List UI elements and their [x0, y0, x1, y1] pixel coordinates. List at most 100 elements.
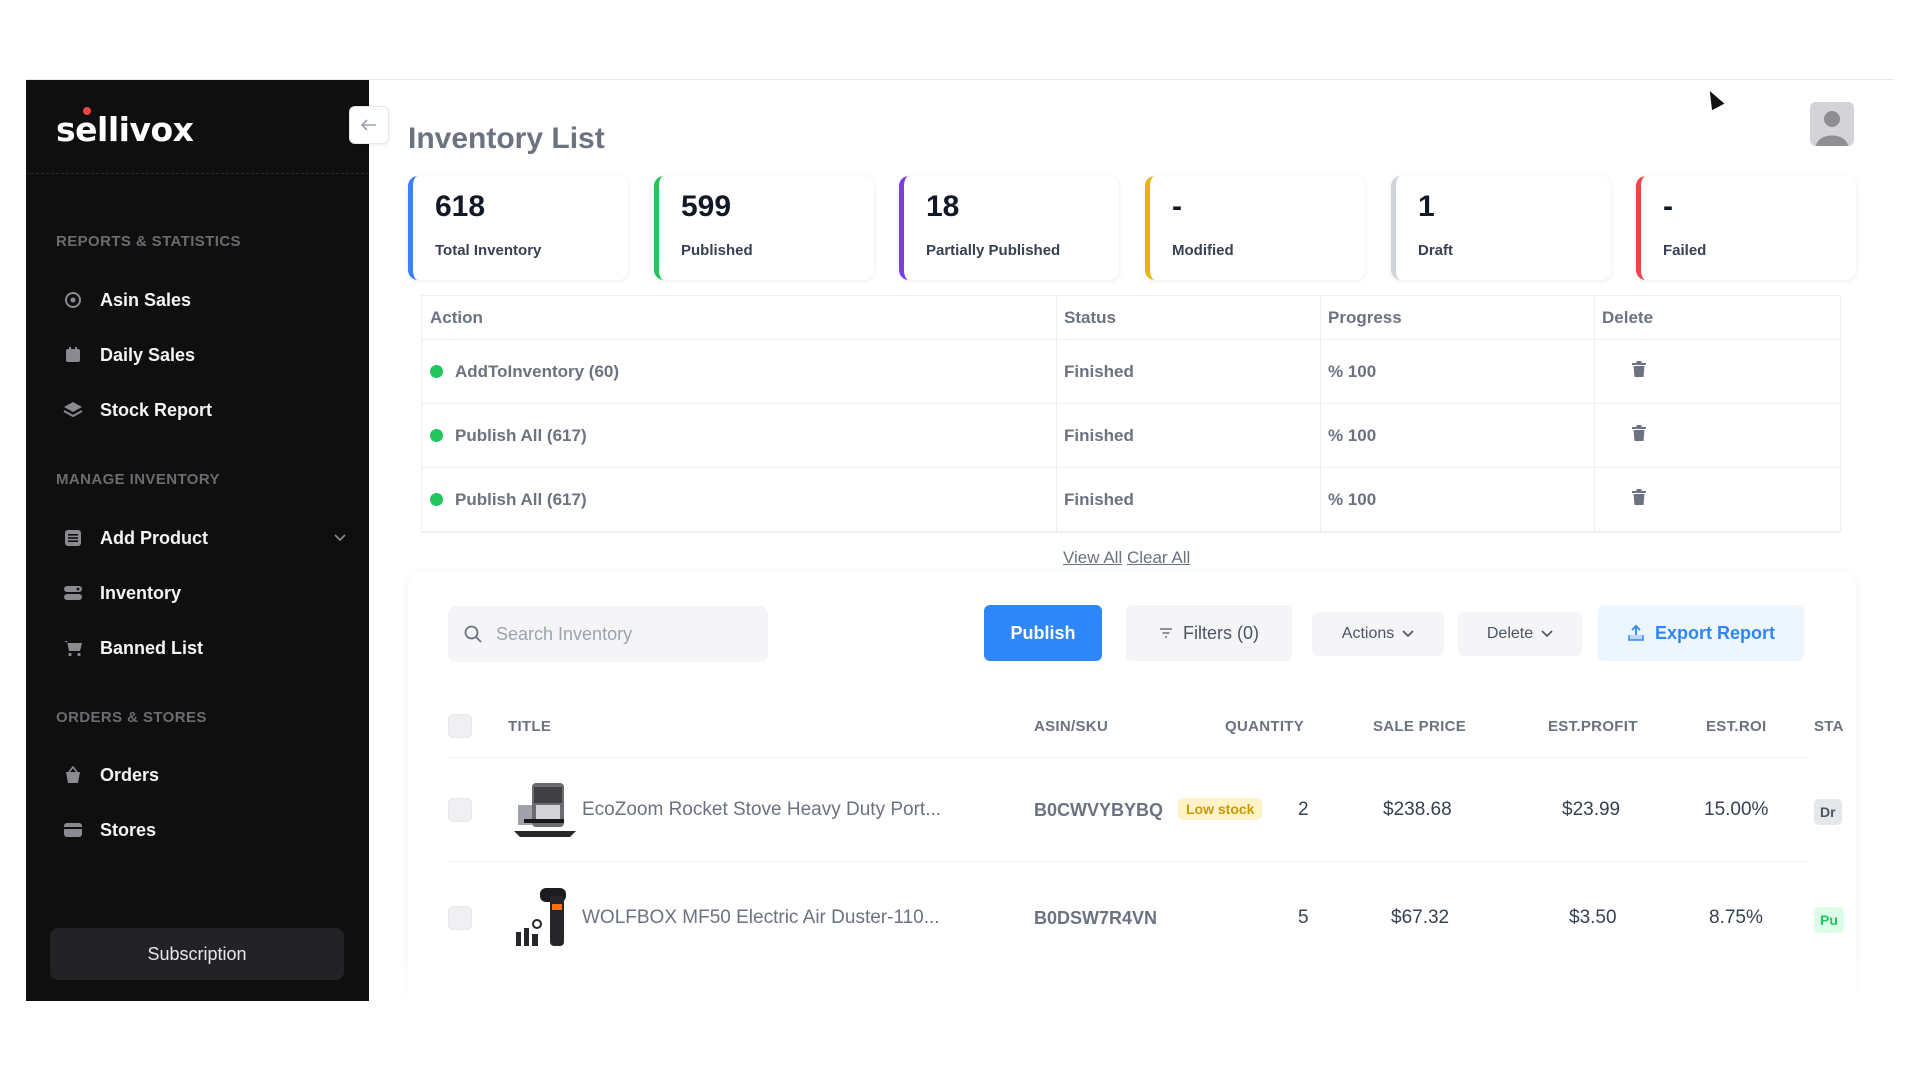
column-header-status[interactable]: STA: [1814, 718, 1844, 735]
sidebar-item-label: Banned List: [100, 637, 204, 658]
column-header-status: Status: [1064, 307, 1116, 327]
stat-card-published[interactable]: 599 Published: [654, 176, 874, 280]
product-sale-price: $67.32: [1391, 907, 1450, 928]
status-badge: Dr: [1814, 799, 1842, 825]
action-status: Finished: [1064, 489, 1134, 509]
trash-icon[interactable]: [1632, 425, 1646, 441]
stat-card-failed[interactable]: - Failed: [1636, 176, 1856, 280]
product-sale-price: $238.68: [1383, 799, 1452, 820]
action-status: Finished: [1064, 361, 1134, 381]
stat-card-draft[interactable]: 1 Draft: [1391, 176, 1611, 280]
low-stock-badge: Low stock: [1178, 798, 1263, 820]
publish-button[interactable]: Publish: [984, 605, 1102, 661]
status-dot: [430, 365, 443, 378]
subscription-button[interactable]: Subscription: [50, 928, 344, 980]
status-dot: [430, 429, 443, 442]
action-name: Publish All (617): [455, 425, 587, 445]
action-progress: % 100: [1328, 489, 1377, 509]
sidebar-item-label: Stock Report: [100, 399, 213, 420]
sidebar-item-daily-sales[interactable]: Daily Sales: [56, 335, 346, 375]
product-asin: B0CWVYBYBQ: [1034, 800, 1164, 820]
clear-all-link[interactable]: Clear All: [1126, 548, 1191, 567]
arrow-left-icon: [361, 119, 376, 131]
action-progress: % 100: [1328, 361, 1377, 381]
select-all-checkbox[interactable]: [448, 714, 472, 738]
column-header-action: Action: [430, 307, 483, 327]
stat-label: Modified: [1172, 242, 1234, 259]
sidebar-item-stock-report[interactable]: Stock Report: [56, 390, 346, 430]
column-header-est-roi[interactable]: EST.ROI: [1706, 718, 1767, 735]
stat-card-modified[interactable]: - Modified: [1145, 176, 1365, 280]
divider: [26, 173, 369, 174]
view-all-link[interactable]: View All: [1063, 548, 1123, 567]
filters-button[interactable]: Filters (0): [1126, 605, 1292, 661]
chevron-down-icon: [1541, 630, 1553, 638]
sidebar-item-banned-list[interactable]: Banned List: [56, 628, 346, 668]
delete-dropdown[interactable]: Delete: [1458, 612, 1582, 656]
sidebar-item-stores[interactable]: Stores: [56, 810, 346, 850]
trash-icon[interactable]: [1632, 489, 1646, 505]
actions-label: Actions: [1341, 625, 1395, 642]
stat-value: 599: [681, 190, 732, 223]
column-header-quantity[interactable]: QUANTITY: [1225, 718, 1305, 735]
product-est-profit: $23.99: [1562, 799, 1621, 820]
product-image-stove[interactable]: [510, 775, 580, 845]
search-input[interactable]: Search Inventory: [448, 606, 768, 662]
sidebar-item-add-product[interactable]: Add Product: [56, 518, 346, 558]
stat-value: 1: [1418, 190, 1435, 223]
actions-dropdown[interactable]: Actions: [1312, 612, 1444, 656]
stat-value: -: [1663, 190, 1673, 223]
collapse-sidebar-button[interactable]: [349, 106, 389, 144]
action-status: Finished: [1064, 425, 1134, 445]
logo[interactable]: sellivox: [56, 110, 194, 149]
basket-icon: [62, 764, 84, 786]
search-icon: [464, 625, 482, 643]
scroll-fade: [369, 960, 1894, 1001]
product-title[interactable]: WOLFBOX MF50 Electric Air Duster-110...: [582, 907, 940, 928]
product-image-air-duster[interactable]: [510, 882, 580, 952]
product-title[interactable]: EcoZoom Rocket Stove Heavy Duty Port...: [582, 799, 942, 820]
row-checkbox[interactable]: [448, 798, 472, 822]
user-icon: [1810, 102, 1854, 146]
column-header-title[interactable]: TITLE: [508, 718, 552, 735]
chevron-down-icon: [1402, 630, 1414, 638]
database-icon: [62, 582, 84, 604]
stat-card-partially-published[interactable]: 18 Partially Published: [899, 176, 1119, 280]
delete-label: Delete: [1486, 625, 1534, 642]
sidebar-item-asin-sales[interactable]: Asin Sales: [56, 280, 346, 320]
store-icon: [62, 819, 84, 841]
table-header: Action Status Progress Delete: [422, 296, 1840, 340]
stat-label: Partially Published: [926, 242, 1061, 259]
avatar[interactable]: [1810, 102, 1854, 146]
sidebar-item-inventory[interactable]: Inventory: [56, 573, 346, 613]
column-header-est-profit[interactable]: EST.PROFIT: [1548, 718, 1638, 735]
sidebar-item-label: Asin Sales: [100, 289, 192, 310]
calendar-icon: [62, 344, 84, 366]
stat-value: 618: [435, 190, 486, 223]
export-report-button[interactable]: Export Report: [1598, 605, 1804, 661]
mouse-cursor: [1703, 87, 1725, 111]
inventory-panel: Search Inventory Publish Filters (0) Act…: [408, 572, 1856, 1001]
sidebar-item-label: Stores: [100, 819, 157, 840]
product-est-profit: $3.50: [1569, 907, 1617, 928]
stat-card-total-inventory[interactable]: 618 Total Inventory: [408, 176, 628, 280]
action-name: AddToInventory (60): [455, 361, 620, 381]
status-badge: Pu: [1814, 907, 1844, 933]
filter-icon: [1160, 628, 1172, 638]
target-icon: [62, 289, 84, 311]
column-header-progress: Progress: [1328, 307, 1402, 327]
column-header-asin[interactable]: ASIN/SKU: [1034, 718, 1109, 735]
row-checkbox[interactable]: [448, 906, 472, 930]
sidebar-item-label: Daily Sales: [100, 344, 196, 365]
stat-label: Draft: [1418, 242, 1454, 259]
page-title: Inventory List: [408, 122, 605, 155]
action-progress: % 100: [1328, 425, 1377, 445]
stat-label: Total Inventory: [435, 242, 542, 259]
section-title-inventory: MANAGE INVENTORY: [56, 471, 220, 488]
sidebar-item-orders[interactable]: Orders: [56, 755, 346, 795]
chevron-down-icon[interactable]: [334, 529, 346, 545]
column-header-sale-price[interactable]: SALE PRICE: [1373, 718, 1467, 735]
trash-icon[interactable]: [1632, 361, 1646, 377]
product-asin: B0DSW7R4VN: [1034, 908, 1158, 928]
sidebar-item-label: Orders: [100, 764, 160, 785]
